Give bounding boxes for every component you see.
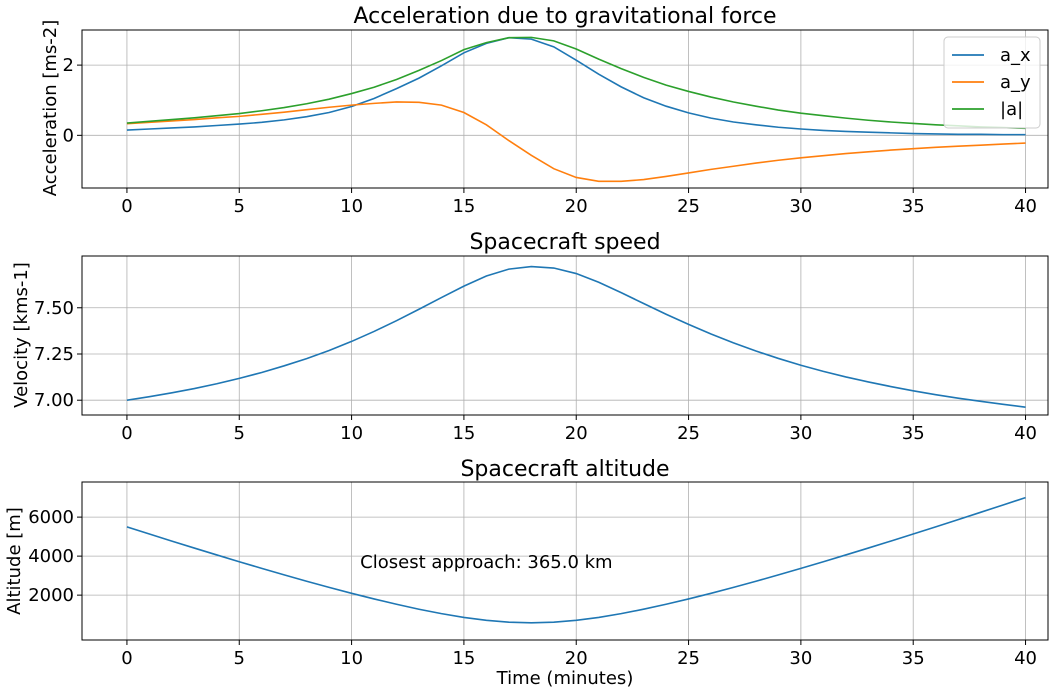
acceleration-xtick-label: 30 [789,196,812,217]
acceleration-title: Acceleration due to gravitational force [353,4,776,29]
acceleration-xtick-label: 0 [121,196,132,217]
acceleration-xtick-label: 35 [902,196,925,217]
acceleration-xtick-label: 10 [340,196,363,217]
altitude-xtick-label: 35 [902,648,925,669]
altitude-ytick-label: 6000 [28,507,74,528]
acceleration-xtick-label: 25 [677,196,700,217]
acceleration-xtick-label: 15 [452,196,475,217]
speed-line-series [126,265,1026,409]
speed-xtick-label: 15 [452,423,475,444]
acceleration-axes-frame [81,29,1049,189]
acceleration-panel: Acceleration due to gravitational force … [40,4,1049,217]
altitude-xlabel: Time (minutes) [496,668,634,689]
speed-panel: Spacecraft speed Velocity [kms-1] 0 5 10 15… [11,230,1049,444]
altitude-xtick-label: 15 [452,648,475,669]
acceleration-line-a [126,36,1026,130]
speed-title: Spacecraft speed [469,230,660,255]
speed-xtick-label: 25 [677,423,700,444]
altitude-ylabel: Altitude [m] [4,507,25,615]
altitude-xtick-label: 5 [234,648,245,669]
altitude-axes-frame [81,481,1049,641]
acceleration-line-ax [126,36,1026,136]
altitude-ytick-label: 4000 [28,546,74,567]
altitude-annotation: Closest approach: 365.0 km [360,552,612,573]
altitude-xtick-label: 20 [565,648,588,669]
acceleration-line-ay [126,101,1026,183]
acceleration-legend-label: a_x [1000,45,1031,66]
altitude-xtick-label: 0 [121,648,132,669]
speed-xtick-label: 30 [789,423,812,444]
acceleration-ylabel: Acceleration [ms-2] [40,20,61,196]
speed-xtick-label: 20 [565,423,588,444]
speed-xtick-label: 35 [902,423,925,444]
speed-ytick-label: 7.25 [34,344,74,365]
altitude-line-series [126,496,1026,624]
speed-xtick-label: 10 [340,423,363,444]
speed-axes-frame [81,255,1049,416]
speed-xtick-label: 5 [234,423,245,444]
altitude-xtick-label: 30 [789,648,812,669]
acceleration-ytick-label: 0 [63,125,74,146]
acceleration-legend-label: a_y [1000,72,1031,93]
acceleration-legend-label: |a| [1000,99,1023,120]
acceleration-xtick-label: 5 [234,196,245,217]
acceleration-legend: a_x a_y |a| [943,36,1041,129]
altitude-xtick-label: 25 [677,648,700,669]
speed-ytick-label: 7.50 [34,298,74,319]
speed-xtick-label: 0 [121,423,132,444]
speed-xtick-label: 40 [1014,423,1037,444]
altitude-xtick-label: 40 [1014,648,1037,669]
altitude-title: Spacecraft altitude [460,457,669,482]
altitude-xtick-label: 10 [340,648,363,669]
acceleration-ytick-label: 2 [63,55,74,76]
speed-ylabel: Velocity [kms-1] [11,262,32,408]
speed-ytick-label: 7.00 [34,390,74,411]
acceleration-legend-box [943,36,1041,129]
altitude-panel: Spacecraft altitude Altitude [m] Time (m… [4,457,1049,689]
altitude-ytick-label: 2000 [28,585,74,606]
acceleration-xtick-label: 40 [1014,196,1037,217]
acceleration-xtick-label: 20 [565,196,588,217]
